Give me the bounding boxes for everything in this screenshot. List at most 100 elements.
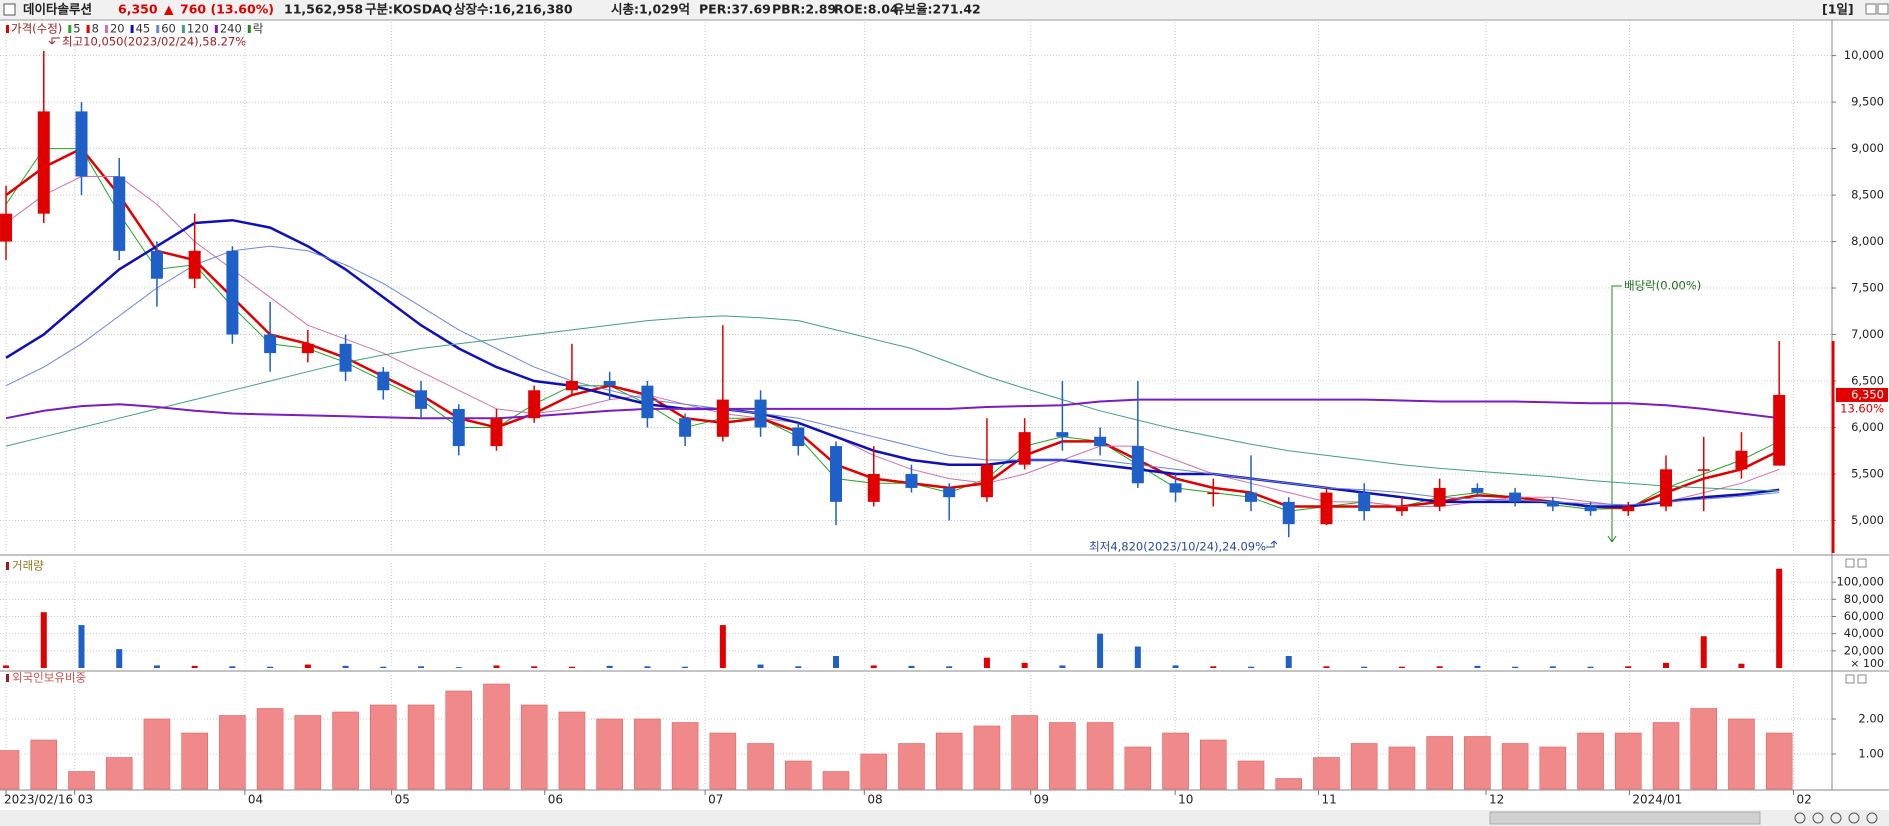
bar [1436,666,1443,668]
y-tick-label: 8,500 [1851,188,1884,202]
bar [568,666,575,668]
legend-swatch [214,25,218,33]
candle-body [792,427,805,447]
candle-body [1169,483,1182,493]
bar [682,666,689,668]
bar [332,711,359,790]
bar [898,743,925,790]
bar [256,708,284,790]
moving-average-line [5,398,1780,420]
bar [1049,722,1076,790]
bar [634,718,661,790]
x-tick-label: 2023/02/16 [4,793,73,807]
panel-button[interactable] [1857,558,1867,568]
bar [973,725,1001,790]
y-tick-label: 40,000 [1844,626,1884,640]
bar [483,683,510,790]
bar [1021,662,1028,668]
bar [1237,760,1265,790]
dividend-line [1607,285,1622,543]
candle-body [377,371,390,391]
menu-icon[interactable] [3,3,16,16]
candle-body [679,418,692,437]
bar [304,664,311,668]
bar [78,625,85,668]
bar [342,665,349,668]
x-tick-label: 10 [1178,793,1193,807]
candle-body [943,487,956,498]
zoom-out[interactable] [1812,812,1824,824]
candle-body [1056,432,1069,437]
bar [1210,666,1217,668]
bar [68,771,95,790]
candle-body [150,250,163,279]
window-button[interactable] [1865,3,1877,15]
current-price-box [1836,387,1888,402]
x-tick-label: 04 [248,793,263,807]
legend-entry: 락 [253,22,264,36]
bar [908,665,915,668]
zoom-fit[interactable] [1848,812,1860,824]
volume: 11,562,958 [284,2,363,17]
candle-body [1584,506,1597,512]
candle-body [905,473,918,488]
zoom-all[interactable] [1866,812,1878,824]
x-tick-label: 11 [1322,793,1337,807]
bar [1097,633,1104,668]
bar [531,666,538,668]
candle-body [716,399,729,437]
candle-body [452,408,465,447]
stock-name: 데이타솔루션 [23,2,92,17]
candle-body [1546,501,1559,507]
scrollbar-thumb[interactable] [1489,811,1761,825]
zoom-reset[interactable] [1830,812,1842,824]
moving-average-line [5,315,1780,492]
candle-body [1320,492,1333,525]
dividend-annotation: 배당락(0.00%) [1624,279,1701,293]
per: PER:37.69 [699,2,771,17]
x-tick-label: 08 [867,793,882,807]
bar [370,704,397,790]
reserve-ratio: 유보율:271.42 [893,2,981,17]
bar [143,718,171,790]
bar [1776,568,1783,668]
zoom-in[interactable] [1794,812,1806,824]
candle-body [754,399,767,428]
candle-body [603,381,616,386]
bar [1539,746,1567,790]
bar [596,718,623,790]
roe: ROE:8.04 [834,2,899,17]
bar [1313,757,1340,790]
bar [1134,646,1141,668]
bar [40,612,47,668]
header-bar [0,0,1889,20]
bar [1625,666,1632,668]
bar [795,666,802,668]
window-button[interactable] [1877,3,1889,15]
candle-body [113,176,126,251]
legend-swatch [130,25,134,33]
bar [407,704,435,790]
period-button[interactable]: [1일] [1822,2,1854,17]
bar [1059,665,1066,668]
x-tick-label: 09 [1034,793,1049,807]
moving-average-line [5,147,1780,510]
bar [3,665,10,668]
moving-average-line [5,245,1780,506]
bar [860,753,888,790]
panel-button[interactable] [1857,674,1867,684]
panel-button[interactable] [1845,674,1855,684]
candle-body [1697,469,1710,471]
bar [219,715,246,790]
x-tick-label: 02 [1797,793,1812,807]
bar [1474,665,1481,668]
panel-button[interactable] [1845,558,1855,568]
legend-entry: 120 [187,22,209,36]
candle-body [415,390,428,409]
bar [1011,715,1038,790]
y-tick-label: 9,000 [1851,141,1884,155]
bar [191,665,198,668]
y-tick-label: 6,000 [1851,420,1884,434]
low-arrow [1266,540,1278,548]
candle-body [1018,432,1031,465]
